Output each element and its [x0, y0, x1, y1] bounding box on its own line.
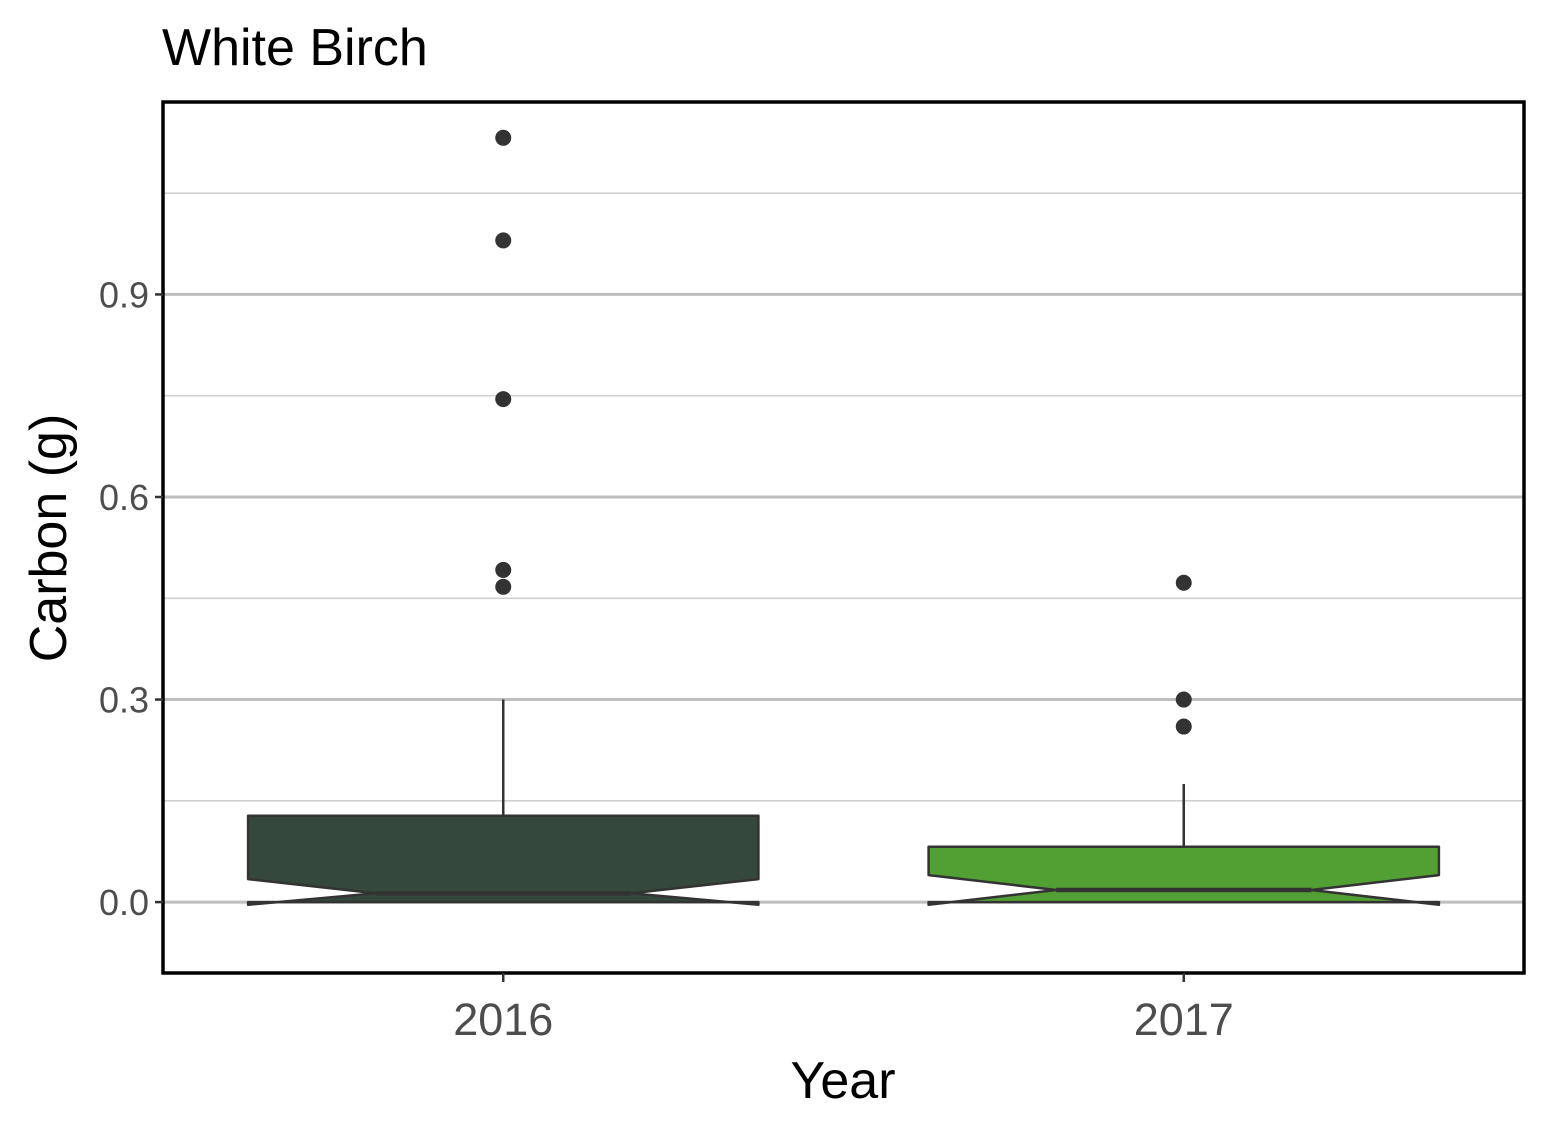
chart-title: White Birch [162, 19, 428, 77]
grid-layer [163, 192, 1524, 904]
y-tick-label: 0.3 [99, 680, 149, 721]
outlier-layer [495, 129, 1192, 735]
x-axis-title: Year [790, 1052, 895, 1110]
x-tick-label: 2017 [1134, 994, 1234, 1045]
box-2016 [246, 699, 760, 907]
outlier-point [495, 232, 512, 249]
outlier-point [1175, 574, 1192, 591]
outlier-point [495, 561, 512, 578]
box-body [246, 814, 760, 907]
outlier-point [495, 578, 512, 595]
y-tick-label: 0.6 [99, 477, 149, 518]
box-2017 [927, 783, 1441, 907]
outlier-point [1175, 691, 1192, 708]
y-tick-label: 0.0 [99, 882, 149, 923]
y-axis-title: Carbon (g) [20, 414, 78, 663]
box-body [927, 845, 1441, 907]
outlier-point [1175, 718, 1192, 735]
x-tick-label: 2016 [453, 994, 553, 1045]
y-tick-label: 0.9 [99, 274, 149, 315]
outlier-point [495, 391, 512, 408]
box-layer [246, 699, 1441, 907]
y-axis: 0.0 0.3 0.6 0.9 [99, 274, 163, 923]
outlier-point [495, 129, 512, 146]
panel-border [161, 100, 1526, 975]
x-axis: 2016 2017 [453, 973, 1234, 1045]
